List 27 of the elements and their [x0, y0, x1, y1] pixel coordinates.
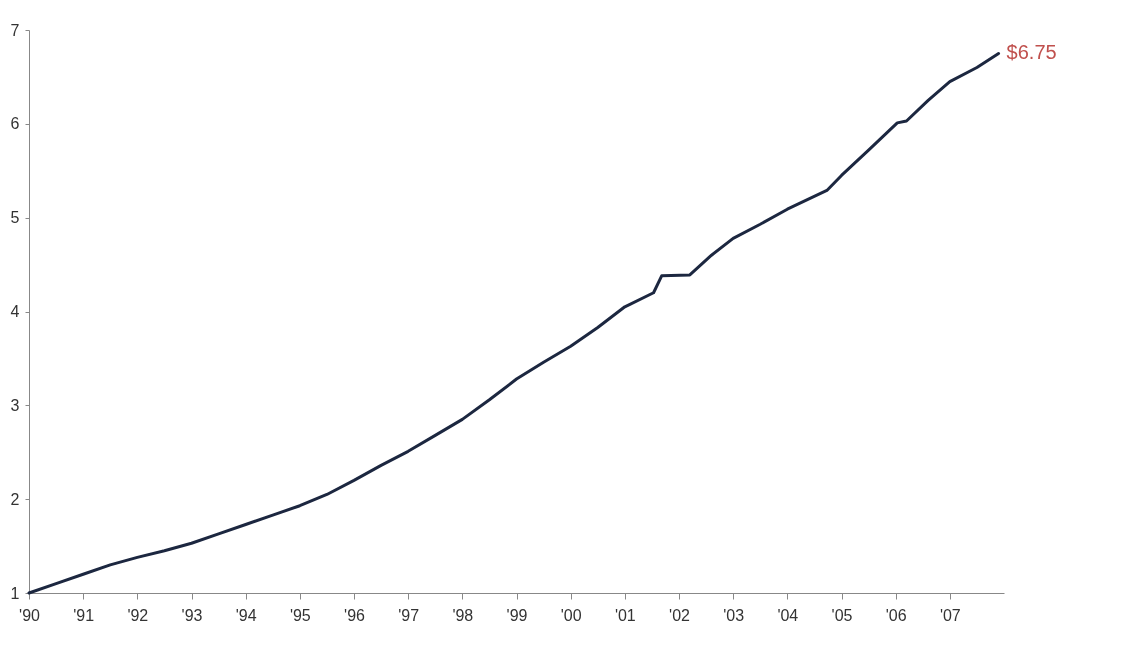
x-tick-label: '95 [289, 606, 311, 624]
x-tick-label: '06 [885, 606, 907, 624]
x-tick-label: '93 [181, 606, 203, 624]
line-series [27, 51, 1001, 595]
x-tick-label: '99 [506, 606, 528, 624]
y-tick-label: 4 [10, 303, 20, 320]
x-tick-label: '00 [560, 606, 582, 624]
x-tick-label: '03 [723, 606, 745, 624]
y-tick-label: 5 [10, 209, 20, 227]
y-tick-label: 6 [10, 115, 20, 133]
x-tick-label: '97 [398, 606, 420, 624]
y-tick-label: 2 [10, 490, 20, 508]
annotation: $6.75 [1006, 41, 1057, 64]
y-tick-label: 1 [10, 584, 20, 602]
x-tick-label: '94 [235, 606, 257, 624]
y-tick-label: 3 [10, 396, 20, 414]
x-tick-label: '07 [939, 606, 961, 624]
y-tick-label: 7 [10, 21, 20, 39]
x-tick-label: '90 [19, 606, 41, 624]
x-tick-label: '02 [669, 606, 691, 624]
x-tick-label: '01 [614, 606, 636, 624]
x-tick-label: '05 [831, 606, 853, 624]
x-tick-label: '04 [777, 606, 799, 624]
x-tick-label: '98 [452, 606, 474, 624]
x-tick-label: '92 [127, 606, 149, 624]
x-tick-label: '91 [73, 606, 95, 624]
x-tick-label: '96 [344, 606, 366, 624]
